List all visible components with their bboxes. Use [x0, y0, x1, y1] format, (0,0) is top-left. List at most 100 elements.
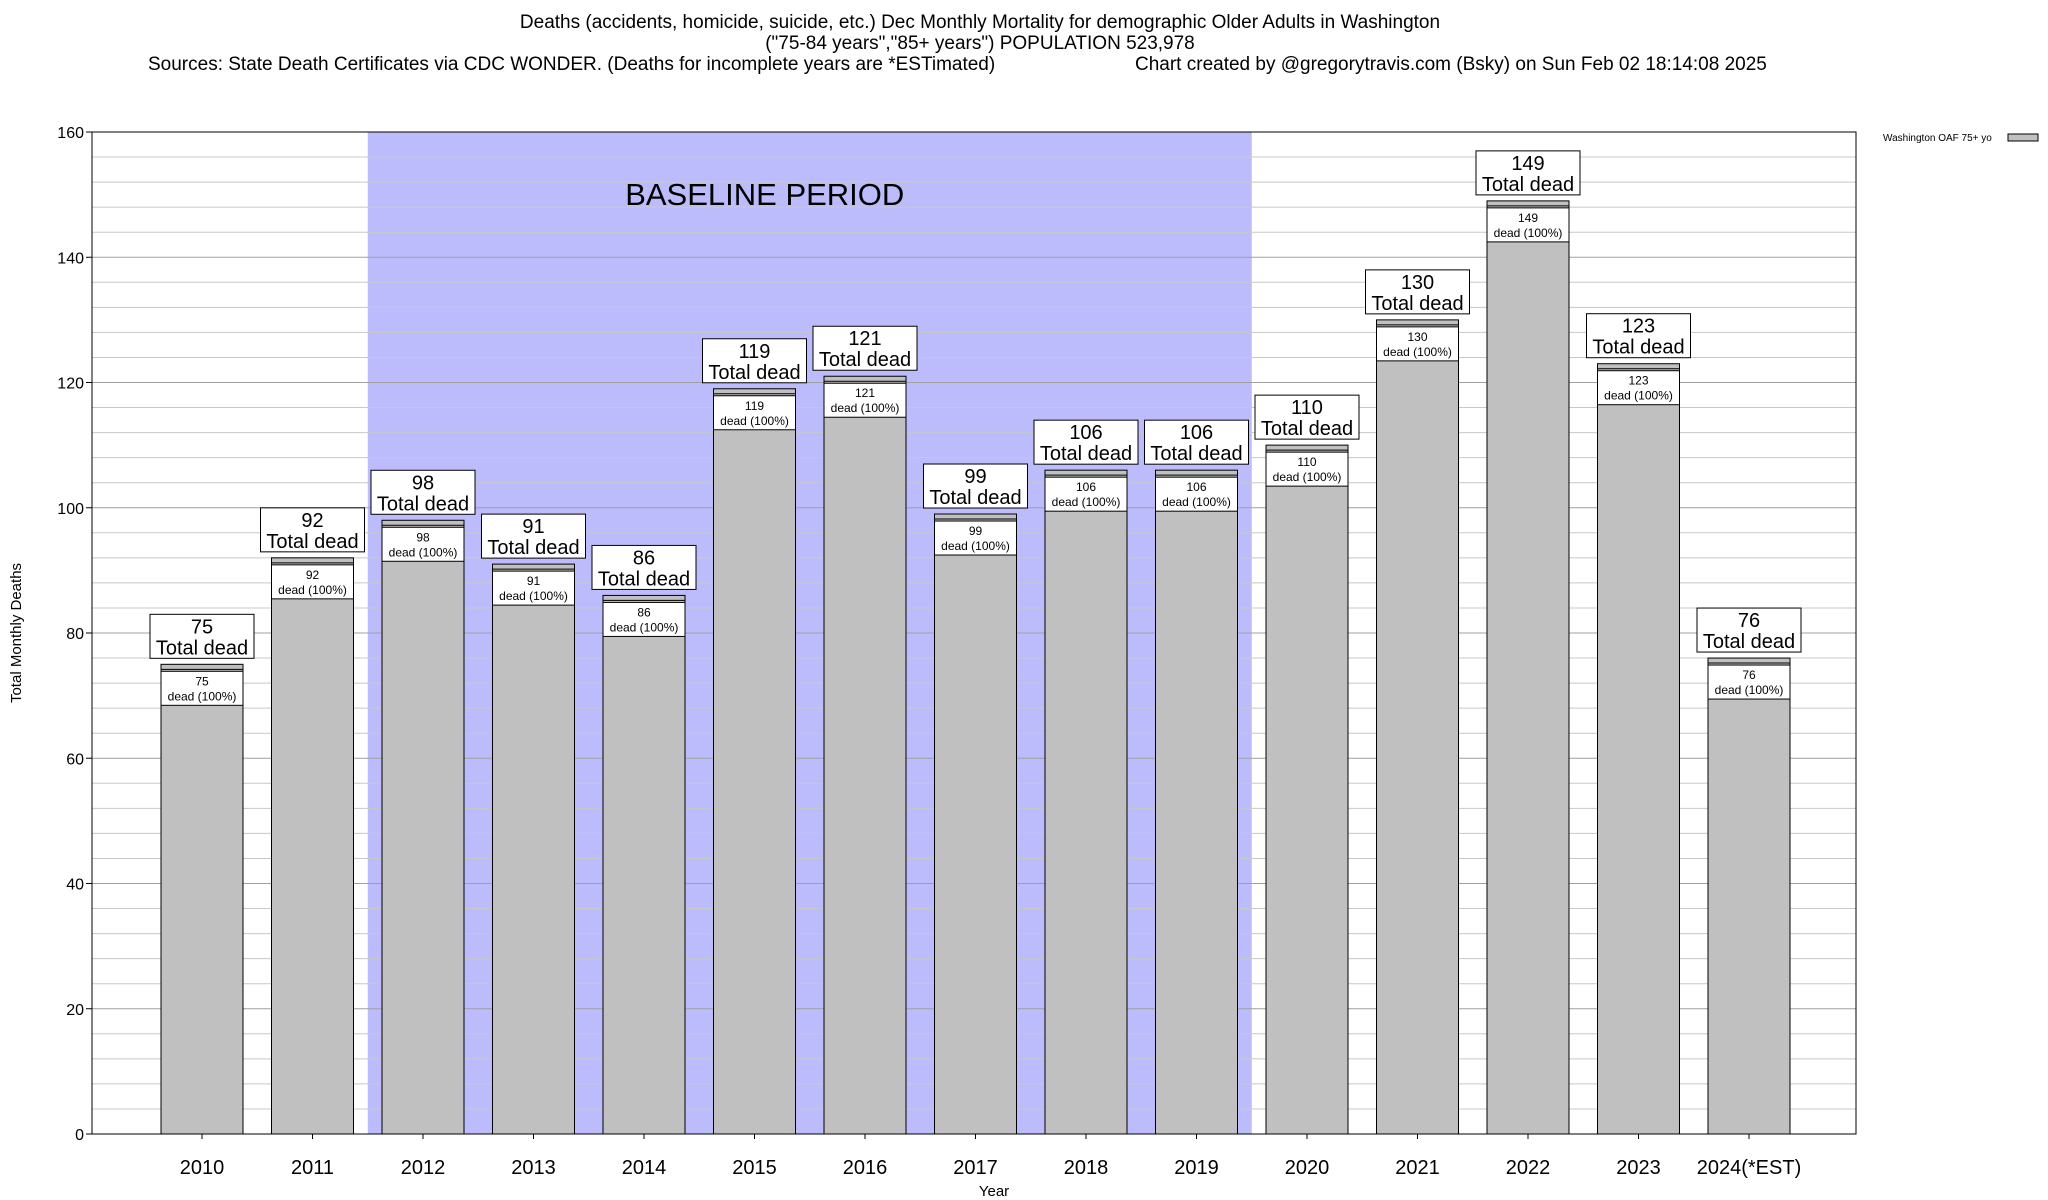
inner-label-value: 119: [745, 399, 764, 413]
top-label-value: 106: [1069, 422, 1102, 444]
x-tick-label: 2020: [1285, 1157, 1330, 1179]
inner-label-text: dead (100%): [1715, 683, 1784, 697]
y-tick-label: 80: [66, 626, 84, 643]
legend-swatch: [2007, 133, 2039, 142]
top-label-box: [923, 463, 1028, 509]
top-label-value: 106: [1180, 422, 1213, 444]
top-label-box: [812, 325, 918, 371]
inner-label-value: 99: [969, 524, 983, 538]
inner-label-box: [1707, 664, 1791, 700]
bar: [492, 563, 575, 1135]
inner-label-text: dead (100%): [168, 689, 237, 703]
inner-label-value: 75: [195, 674, 209, 688]
y-tick-label: 160: [57, 125, 84, 142]
top-label-value: 130: [1401, 272, 1434, 294]
chart-title: Deaths (accidents, homicide, suicide, et…: [519, 12, 1441, 33]
x-tick-label: 2018: [1064, 1157, 1109, 1179]
inner-label-box: [823, 382, 907, 418]
top-label-value: 119: [739, 341, 771, 363]
bar: [713, 388, 796, 1135]
plot-border: [91, 131, 1857, 1135]
top-label-text: Total dead: [1592, 337, 1684, 359]
y-axis-label: Total Monthly Deaths: [8, 563, 25, 703]
chart-credit: Chart created by @gregorytravis.com (Bsk…: [1135, 54, 1767, 75]
top-label-value: 91: [522, 516, 544, 538]
top-label-box: [1144, 419, 1249, 465]
top-label-text: Total dead: [819, 349, 911, 371]
top-label-box: [481, 513, 586, 559]
inner-label-value: 76: [1742, 668, 1756, 682]
x-tick-label: 2013: [511, 1157, 556, 1179]
y-tick-label: 100: [57, 501, 84, 518]
top-label-box: [591, 544, 697, 590]
top-label-box: [370, 469, 476, 515]
bar: [602, 594, 686, 1135]
x-tick-label: 2014: [622, 1157, 667, 1179]
top-label-value: 123: [1622, 316, 1655, 338]
bar: [1265, 444, 1349, 1135]
top-label-box: [1475, 150, 1581, 196]
bar: [934, 513, 1017, 1135]
bar: [1597, 363, 1680, 1135]
inner-label-text: dead (100%): [831, 401, 900, 415]
top-label-text: Total dead: [1261, 418, 1353, 440]
inner-label-value: 121: [855, 386, 875, 400]
top-label-box: [1586, 313, 1691, 359]
inner-label-box: [713, 395, 796, 431]
bar: [1707, 657, 1791, 1135]
y-tick-label: 120: [57, 376, 84, 393]
inner-label-value: 98: [416, 530, 430, 544]
inner-label-text: dead (100%): [610, 620, 679, 634]
bar: [1376, 319, 1459, 1135]
y-tick-label: 40: [66, 877, 84, 894]
top-label-value: 149: [1511, 153, 1544, 175]
inner-label-text: dead (100%): [1052, 495, 1121, 509]
y-tick-label: 20: [66, 1002, 84, 1019]
inner-label-box: [1597, 370, 1680, 406]
top-label-text: Total dead: [708, 362, 800, 384]
top-label-text: Total dead: [1371, 293, 1463, 315]
inner-label-box: [381, 526, 465, 562]
top-label-value: 92: [301, 510, 323, 532]
inner-label-value: 123: [1628, 374, 1648, 388]
inner-label-text: dead (100%): [720, 414, 789, 428]
inner-label-value: 149: [1518, 211, 1538, 225]
bar: [1155, 469, 1238, 1135]
inner-label-value: 110: [1297, 455, 1316, 469]
inner-label-text: dead (100%): [1494, 226, 1563, 240]
x-tick-label: 2021: [1395, 1157, 1440, 1179]
baseline-period-label: BASELINE PERIOD: [625, 177, 904, 212]
x-tick-label: 2022: [1506, 1157, 1551, 1179]
bar: [271, 557, 354, 1135]
inner-label-value: 92: [306, 568, 320, 582]
x-tick-label: 2019: [1174, 1157, 1219, 1179]
y-tick-label: 60: [66, 751, 84, 768]
inner-label-value: 130: [1407, 330, 1427, 344]
x-tick-label: 2010: [180, 1157, 225, 1179]
inner-label-text: dead (100%): [499, 589, 568, 603]
x-tick-label: 2015: [732, 1157, 777, 1179]
inner-label-text: dead (100%): [1383, 345, 1452, 359]
x-tick-label: 2017: [953, 1157, 998, 1179]
top-label-text: Total dead: [266, 531, 358, 553]
top-label-text: Total dead: [156, 637, 248, 659]
inner-label-text: dead (100%): [1604, 389, 1673, 403]
inner-label-box: [1486, 207, 1570, 243]
x-tick-label: 2011: [291, 1157, 334, 1179]
top-label-value: 99: [964, 466, 986, 488]
inner-label-text: dead (100%): [941, 539, 1010, 553]
inner-label-box: [934, 520, 1017, 556]
inner-label-box: [160, 670, 244, 706]
inner-label-text: dead (100%): [1162, 495, 1231, 509]
top-label-text: Total dead: [1703, 631, 1795, 653]
chart-sources: Sources: State Death Certificates via CD…: [148, 54, 996, 75]
y-tick-label: 140: [57, 250, 84, 267]
inner-label-box: [602, 601, 686, 637]
inner-label-text: dead (100%): [278, 583, 347, 597]
inner-label-box: [271, 564, 354, 600]
top-label-text: Total dead: [1482, 174, 1574, 196]
inner-label-box: [492, 570, 575, 606]
top-label-value: 98: [412, 472, 434, 494]
inner-label-value: 86: [637, 605, 651, 619]
top-label-text: Total dead: [1150, 443, 1242, 465]
